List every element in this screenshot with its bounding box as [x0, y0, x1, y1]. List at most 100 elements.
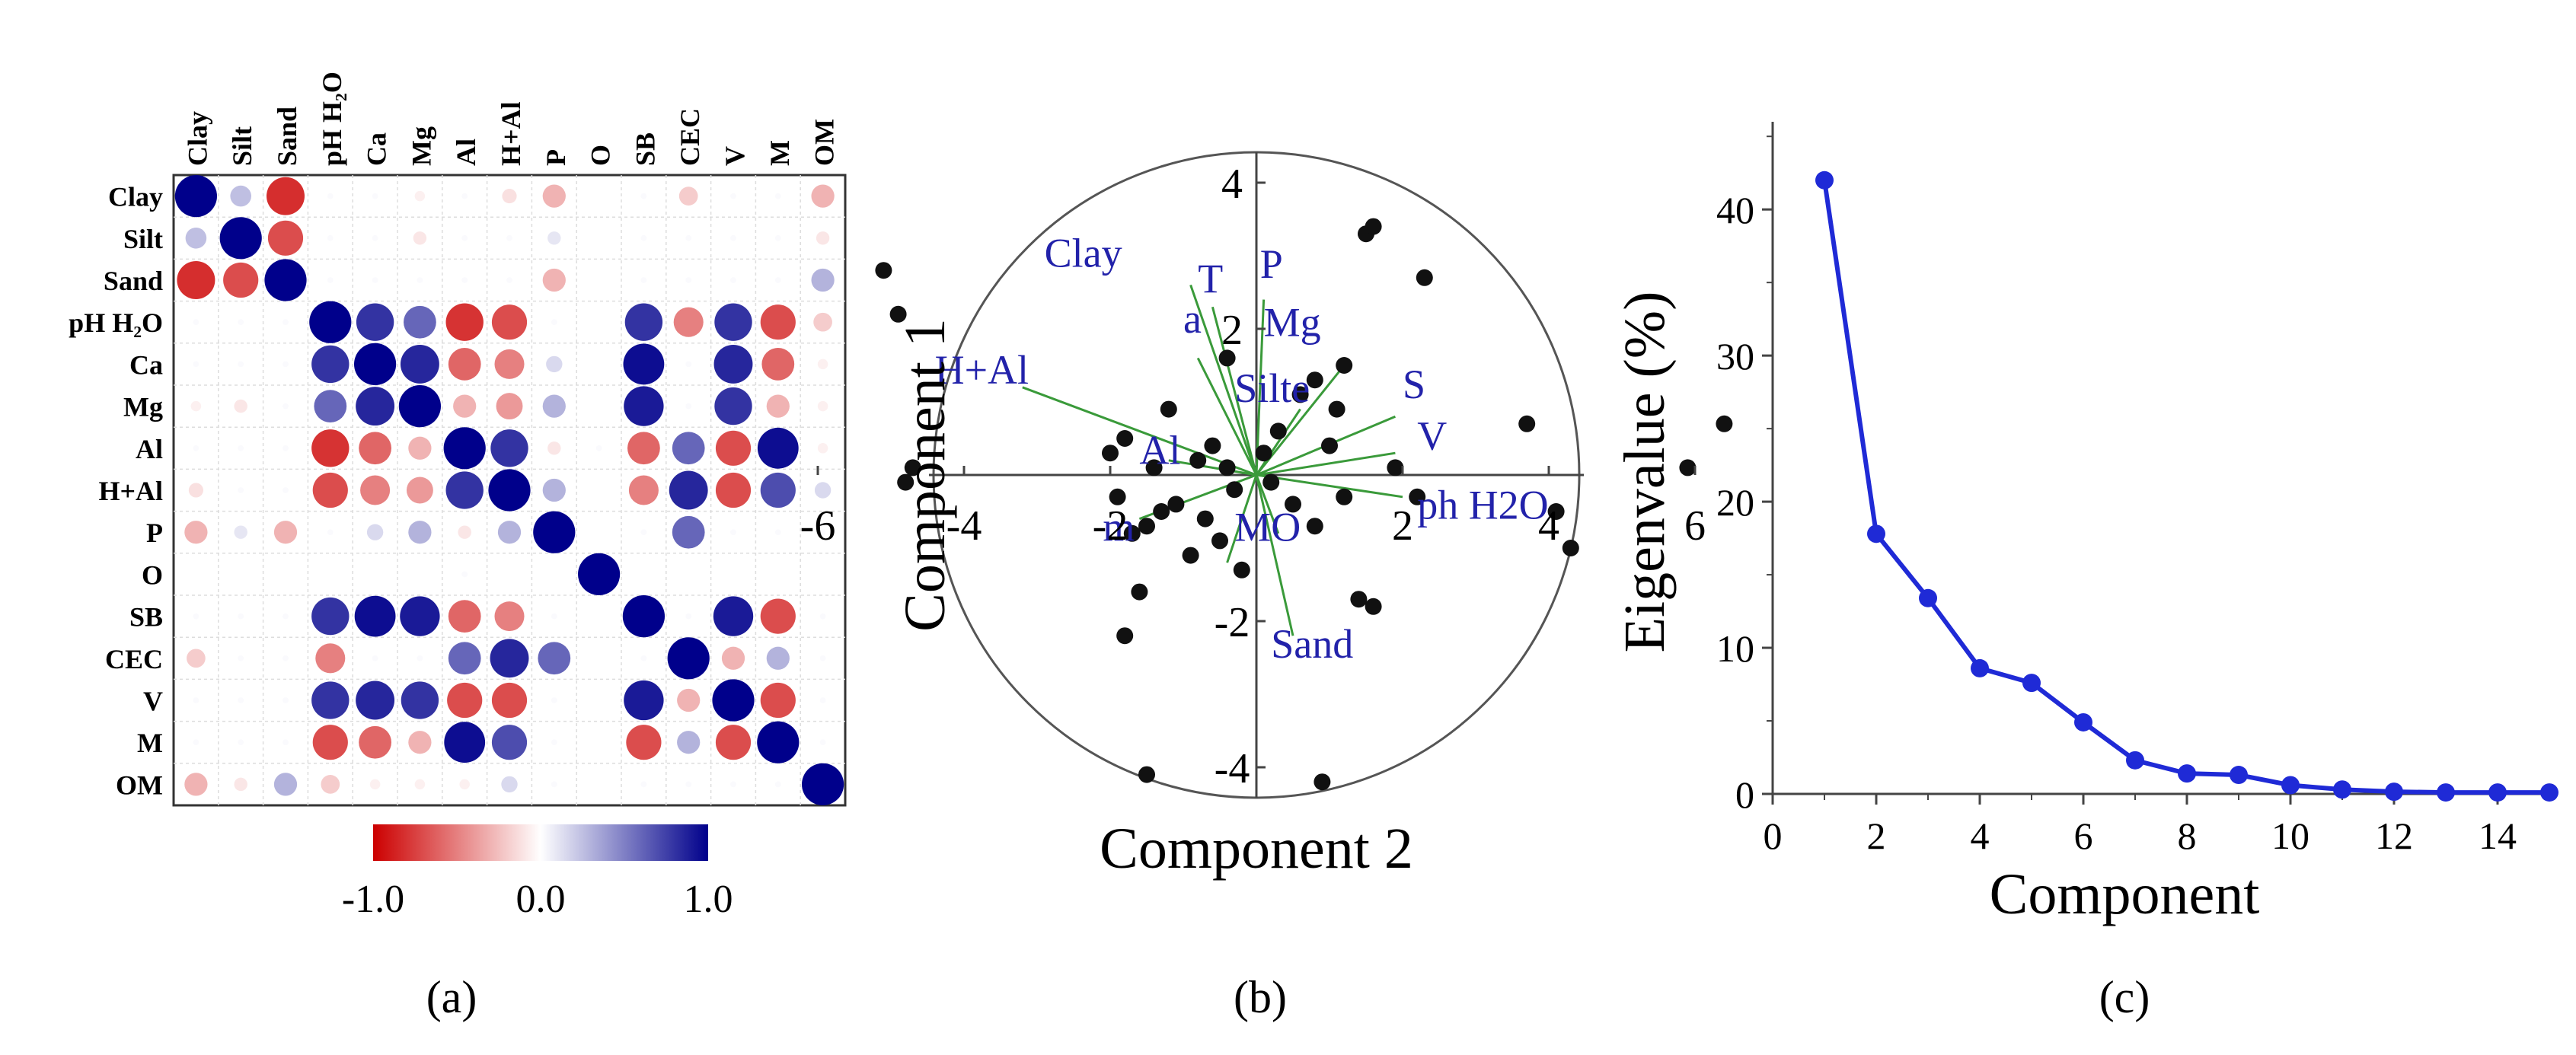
- score-point: [1365, 218, 1382, 235]
- correlation-circle-cell: [445, 471, 484, 509]
- correlation-circle-cell: [713, 596, 754, 636]
- correlation-circle-cell: [760, 682, 796, 719]
- score-point: [1116, 627, 1134, 645]
- correlation-circle-cell: [356, 387, 395, 426]
- correlation-circle-cell: [640, 193, 647, 199]
- correlation-circle-cell: [282, 403, 289, 410]
- column-label: OM: [809, 119, 840, 166]
- variable-label: T: [1198, 256, 1223, 301]
- score-point: [875, 262, 892, 279]
- correlation-circle-cell: [598, 782, 601, 786]
- scree-point: [2385, 782, 2403, 802]
- correlation-circle-cell: [230, 185, 252, 207]
- x-tick-label: 6: [1684, 502, 1706, 550]
- correlation-circle-cell: [578, 553, 621, 596]
- correlation-circle-cell: [311, 681, 350, 719]
- x-tick-label: 0: [1764, 814, 1783, 857]
- correlation-circle-cell: [282, 361, 289, 368]
- correlation-circle-cell: [817, 359, 828, 370]
- variable-label: ph H2O: [1417, 483, 1549, 528]
- score-point: [897, 473, 915, 491]
- correlation-circle-cell: [673, 307, 704, 337]
- correlation-circle-cell: [190, 400, 202, 412]
- correlation-circle-cell: [194, 572, 197, 575]
- correlation-circle-cell: [506, 234, 512, 241]
- correlation-circle-cell: [461, 193, 468, 199]
- correlation-circle-cell: [444, 722, 486, 763]
- score-point: [1204, 437, 1221, 454]
- correlation-circle-cell: [447, 682, 483, 719]
- column-label: Clay: [182, 111, 212, 166]
- scree-point: [2540, 783, 2558, 802]
- correlation-circle-cell: [400, 344, 439, 384]
- variable-label: a: [1183, 296, 1202, 342]
- y-tick-label: 30: [1716, 335, 1754, 378]
- score-point: [1716, 415, 1733, 432]
- correlation-circle-cell: [417, 655, 423, 661]
- row-label: SB: [129, 602, 163, 633]
- correlation-circle-cell: [626, 725, 662, 760]
- correlation-circle-cell: [282, 445, 289, 451]
- correlation-circle-cell: [672, 515, 705, 549]
- correlation-circle-cell: [624, 386, 664, 426]
- correlation-circle-cell: [461, 571, 468, 578]
- score-point: [1218, 459, 1236, 477]
- correlation-circle-cell: [408, 731, 432, 754]
- correlation-circle-cell: [774, 529, 781, 536]
- correlation-circle-cell: [374, 572, 377, 575]
- row-label: V: [143, 686, 163, 716]
- row-label: OM: [116, 770, 163, 800]
- correlation-circle-cell: [238, 613, 244, 620]
- correlation-circle-cell: [234, 525, 247, 539]
- correlation-circle-cell: [547, 441, 561, 455]
- variable-label: H+Al: [935, 347, 1029, 393]
- panel-c-scree-plot: 0 2 4 6 8 10 12 14 0 10 20 30 40 Eigenvalue (%) Comp…: [1613, 122, 2558, 1022]
- correlation-circle-cell: [445, 303, 484, 341]
- x-tick-label: 8: [2178, 814, 2197, 857]
- correlation-circle-cell: [685, 277, 692, 283]
- loading-vector: [1256, 451, 1396, 477]
- correlation-circle-cell: [819, 697, 826, 703]
- y-tick-label: 20: [1716, 481, 1754, 524]
- correlation-circle-cell: [595, 445, 602, 451]
- score-point: [1218, 349, 1236, 367]
- correlation-circle-cell: [551, 319, 557, 326]
- correlation-circle-cell: [623, 343, 665, 385]
- correlation-circle-cell: [372, 193, 378, 199]
- score-point: [1189, 451, 1207, 469]
- panel-a-label: (a): [426, 972, 477, 1022]
- correlation-circle-cell: [714, 387, 752, 426]
- scree-point: [1919, 588, 1937, 607]
- correlation-circle-cell: [187, 649, 206, 668]
- correlation-circle-cell: [542, 478, 566, 502]
- correlation-circle-cell: [598, 362, 601, 365]
- loading-vector: [1189, 284, 1258, 476]
- scree-tick-labels: 0 2 4 6 8 10 12 14 0 10 20 30 40: [1716, 135, 2550, 857]
- scree-y-axis-label: Eigenvalue (%): [1613, 292, 1677, 653]
- correlation-circle-cell: [551, 697, 557, 703]
- correlation-circle-cell: [238, 697, 244, 703]
- correlation-circle-cell: [494, 601, 525, 632]
- y-tick-label: 4: [1221, 161, 1243, 208]
- correlation-circle-cell: [193, 613, 200, 620]
- correlation-circle-cell: [760, 598, 796, 634]
- x-tick-label: 4: [1538, 502, 1559, 550]
- correlation-circle-cell: [311, 429, 350, 467]
- score-point: [1116, 430, 1134, 447]
- correlation-circle-cell: [238, 487, 244, 493]
- x-tick-label: 12: [2375, 814, 2413, 857]
- correlation-circle-cell: [284, 572, 287, 575]
- panel-b-label: (b): [1234, 972, 1287, 1022]
- score-point: [1138, 518, 1155, 535]
- variable-label: Clay: [1045, 230, 1122, 276]
- row-label: Sand: [104, 266, 163, 296]
- correlation-circle-cell: [267, 220, 304, 256]
- correlation-circle-cell: [685, 403, 692, 410]
- correlation-circle-cell: [329, 572, 332, 575]
- scree-point: [1867, 524, 1885, 543]
- correlation-circle-cell: [177, 261, 215, 299]
- correlation-circle-cell: [761, 348, 795, 381]
- correlation-circle-cell: [406, 477, 433, 504]
- correlation-circle-cell: [193, 697, 200, 703]
- correlation-circle-cell: [372, 277, 378, 283]
